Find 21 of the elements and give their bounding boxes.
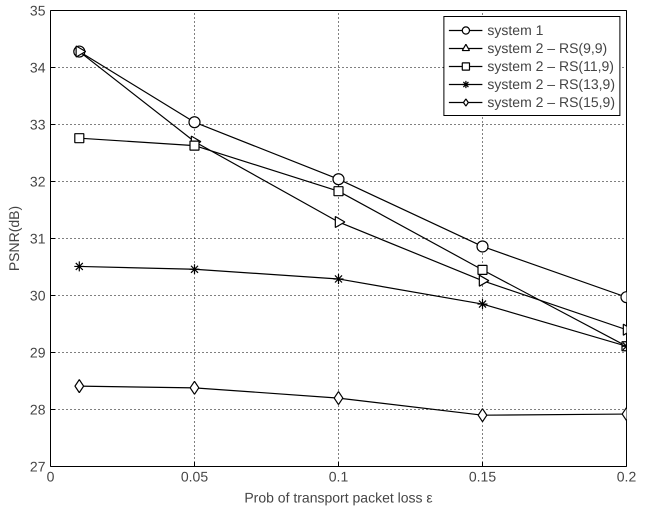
y-tick-label: 28 — [30, 402, 46, 418]
x-tick-label: 0.05 — [180, 468, 208, 484]
legend-label: system 2 – RS(15,9) — [487, 93, 615, 111]
x-tick-label: 0.1 — [328, 468, 348, 484]
y-tick-label: 33 — [30, 116, 46, 132]
legend-label: system 1 — [487, 21, 544, 39]
legend-label: system 2 – RS(13,9) — [487, 75, 615, 93]
y-axis-title: PSNR(dB) — [6, 206, 22, 272]
legend-label: system 2 – RS(9,9) — [487, 39, 608, 57]
y-tick-label: 35 — [30, 2, 46, 18]
y-tick-label: 32 — [30, 174, 46, 190]
y-tick-label: 31 — [30, 230, 46, 246]
x-tick-label: 0.15 — [468, 468, 496, 484]
y-tick-label: 29 — [30, 344, 46, 360]
y-tick-label: 27 — [30, 458, 46, 474]
legend-label: system 2 – RS(11,9) — [487, 57, 614, 75]
y-tick-label: 30 — [30, 288, 46, 304]
x-tick-label: 0.2 — [616, 468, 636, 484]
x-tick-label: 0 — [46, 468, 55, 484]
x-axis-title: Prob of transport packet loss ε — [244, 490, 433, 506]
y-tick-label: 34 — [30, 60, 46, 76]
